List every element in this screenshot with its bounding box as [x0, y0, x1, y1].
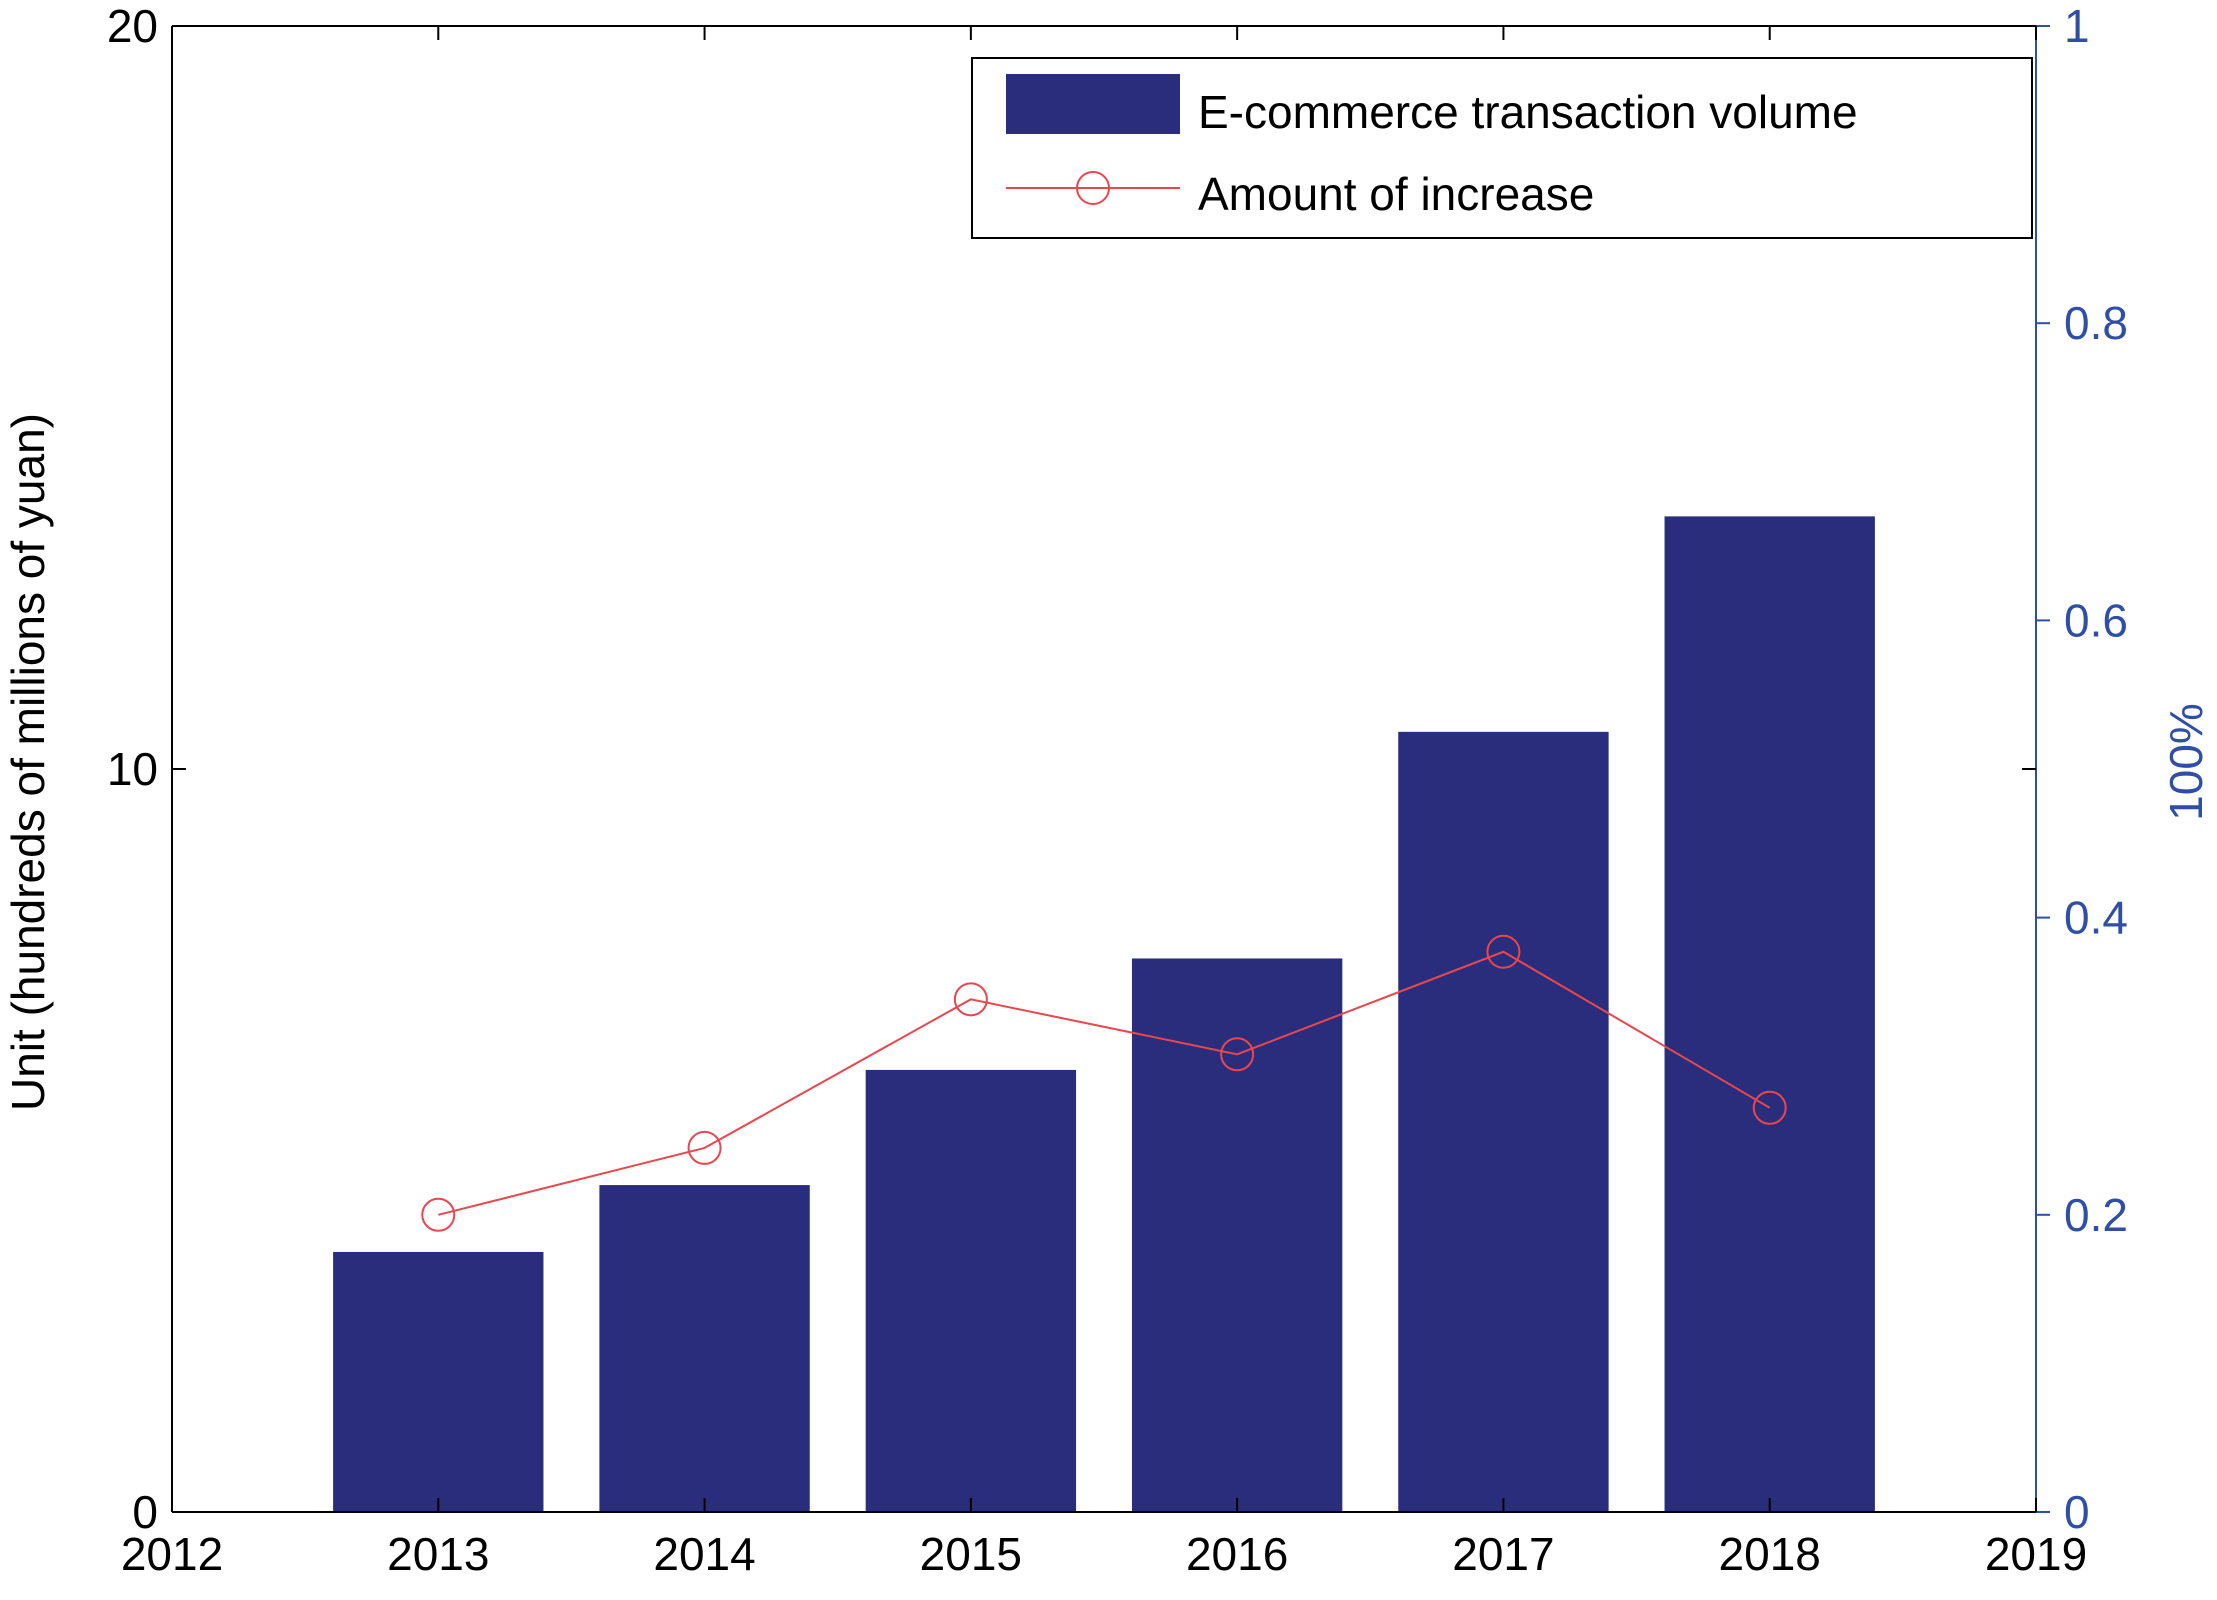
legend: E-commerce transaction volume Amount of …: [971, 57, 2033, 239]
legend-label-line: Amount of increase: [1198, 168, 1594, 220]
line-point-2014: [687, 1130, 722, 1165]
x-tick-label: 2018: [1719, 1528, 1821, 1580]
bar-2014: [599, 1185, 810, 1512]
right-tick-label: 0: [2064, 1486, 2090, 1538]
left-tick-label: 10: [107, 743, 158, 795]
right-axis-title: 100%: [2160, 703, 2212, 821]
right-tick-label: 0.4: [2064, 892, 2128, 944]
bar-2015: [865, 1069, 1077, 1512]
line-point-2015: [953, 982, 988, 1017]
line-layer: [421, 934, 1787, 1232]
bar-2017: [1398, 731, 1609, 1512]
left-axis-title: Unit (hundreds of millions of yuan): [2, 413, 54, 1111]
bar-2018: [1664, 516, 1875, 1512]
right-tick-label: 1: [2064, 0, 2090, 52]
ticks-layer: 0 10 20 0 0.2 0.4 0.6 0.8 1 2012 2013 2014 2015 2016 2…: [107, 0, 2128, 1580]
x-tick-label: 2019: [1985, 1528, 2087, 1580]
right-tick-label: 0.8: [2064, 297, 2128, 349]
line-point-2017: [1486, 934, 1521, 969]
x-tick-label: 2017: [1452, 1528, 1554, 1580]
x-tick-label: 2012: [121, 1528, 223, 1580]
x-tick-label: 2014: [653, 1528, 755, 1580]
x-tick-label: 2015: [920, 1528, 1022, 1580]
x-tick-label: 2013: [387, 1528, 489, 1580]
line-point-2013: [421, 1197, 456, 1232]
legend-label-bar: E-commerce transaction volume: [1198, 86, 1858, 138]
legend-swatch-marker: [1076, 171, 1110, 205]
bar-2013: [333, 1251, 544, 1512]
bar-2016: [1131, 958, 1343, 1512]
bars-layer: [333, 516, 1875, 1512]
line-series-increase: [438, 950, 1771, 1216]
right-tick-label: 0.2: [2064, 1189, 2128, 1241]
legend-swatch-bar: [1006, 74, 1180, 134]
x-tick-label: 2016: [1186, 1528, 1288, 1580]
line-point-2018: [1752, 1090, 1787, 1125]
left-tick-label: 20: [107, 0, 158, 52]
right-tick-label: 0.6: [2064, 594, 2128, 646]
left-tick-label: 0: [132, 1486, 158, 1538]
line-point-2016: [1220, 1037, 1255, 1072]
